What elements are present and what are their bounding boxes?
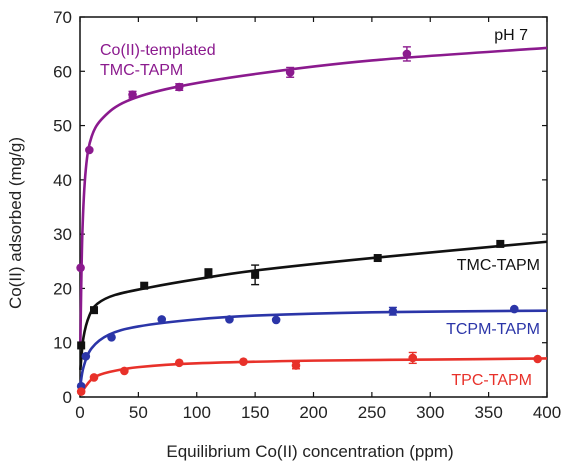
tcpm-tapm-data-point <box>81 351 91 361</box>
y-tick-label: 70 <box>53 8 72 27</box>
tpc-tapm-data-point <box>89 373 99 382</box>
tpc-tapm-data-point <box>76 387 86 396</box>
co-templated-tmc-tapm-data-point <box>174 82 184 92</box>
y-tick-label: 0 <box>63 388 72 407</box>
x-tick-label: 150 <box>241 403 269 422</box>
tpc-tapm-data-point <box>408 353 418 363</box>
co-templated-tmc-tapm-fit-curve <box>79 46 548 343</box>
y-tick-label: 50 <box>53 117 72 136</box>
co-templated-tmc-tapm-data-point <box>128 90 137 99</box>
tcpm-tapm-data-point <box>107 332 116 342</box>
tmc-tapm-data-point <box>496 239 505 248</box>
tmc-tapm-series-label: TMC-TAPM <box>457 257 540 274</box>
tmc-tapm-data-point <box>251 270 260 279</box>
co-templated-tmc-tapm-series-label: Co(II)-templated <box>100 42 216 59</box>
x-axis-title: Equilibrium Co(II) concentration (ppm) <box>166 442 453 461</box>
x-tick-label: 400 <box>533 403 561 422</box>
plot-axes: 0 50 100 150 200 250 300 350 400 0 10 20 30 40 50 60 70 <box>53 8 561 422</box>
series-labels: Co(II)-templated TMC-TAPM TMC-TAPM TCPM-TAP… <box>100 42 540 389</box>
tpc-tapm-data-point <box>174 358 184 368</box>
co-templated-tmc-tapm-data-point <box>76 263 85 273</box>
tmc-tapm-data-point <box>90 306 99 315</box>
y-tick-label: 30 <box>53 225 72 244</box>
tcpm-tapm-data-point <box>271 315 281 325</box>
co-templated-tmc-tapm-data-point <box>85 145 94 155</box>
tcpm-tapm-data-point <box>510 304 519 314</box>
y-axis-title: Co(II) adsorbed (mg/g) <box>6 137 25 309</box>
tmc-tapm-data-point <box>77 341 86 350</box>
tpc-tapm-data-point <box>120 366 129 376</box>
tpc-tapm-fit-curve <box>79 357 548 397</box>
data-points <box>76 49 542 396</box>
tpc-tapm-data-point <box>533 354 542 364</box>
x-tick-label: 50 <box>129 403 148 422</box>
co-templated-tmc-tapm-series-label: TMC-TAPM <box>100 62 183 79</box>
y-tick-label: 40 <box>53 171 72 190</box>
tcpm-tapm-series-label: TCPM-TAPM <box>446 321 540 338</box>
y-tick-label: 20 <box>53 279 72 298</box>
x-tick-label: 100 <box>183 403 211 422</box>
tmc-tapm-data-point <box>373 254 382 263</box>
x-tick-label: 200 <box>299 403 327 422</box>
tcpm-tapm-data-point <box>388 306 398 316</box>
tmc-tapm-data-point <box>204 269 213 278</box>
x-tick-label: 250 <box>358 403 386 422</box>
tcpm-tapm-data-point <box>157 315 167 324</box>
tmc-tapm-fit-curve <box>79 240 548 370</box>
x-tick-label: 350 <box>474 403 502 422</box>
tcpm-tapm-data-point <box>225 315 234 324</box>
tpc-tapm-series-label: TPC-TAPM <box>451 372 532 389</box>
ph-annotation: pH 7 <box>494 27 528 44</box>
tmc-tapm-data-point <box>140 281 149 290</box>
co-templated-tmc-tapm-data-point <box>402 49 412 59</box>
co-templated-tmc-tapm-data-point <box>285 68 295 77</box>
y-tick-label: 10 <box>53 334 72 353</box>
x-tick-label: 0 <box>75 403 84 422</box>
x-tick-label: 300 <box>416 403 444 422</box>
tpc-tapm-data-point <box>291 361 301 370</box>
fit-curves <box>79 46 548 397</box>
tpc-tapm-data-point <box>239 357 248 367</box>
y-tick-label: 60 <box>53 62 72 81</box>
